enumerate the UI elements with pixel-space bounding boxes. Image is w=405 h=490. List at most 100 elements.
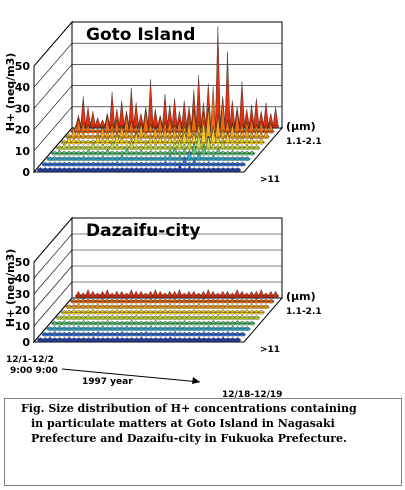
- bar-cone: [157, 309, 164, 313]
- bar-cone: [181, 298, 188, 302]
- bar-cone: [224, 156, 231, 160]
- bar-cone: [176, 161, 183, 165]
- y-tick-label: 20: [15, 124, 31, 137]
- bar-cone: [104, 326, 111, 330]
- bar-cone: [143, 167, 150, 171]
- bar-cone: [85, 331, 92, 335]
- bar-cone: [42, 337, 49, 341]
- bar-cone: [258, 309, 265, 313]
- bar-cone: [70, 337, 78, 341]
- bar-cone: [142, 292, 149, 297]
- bar-cone: [239, 135, 246, 143]
- bar-cone: [162, 143, 169, 149]
- bar-cone: [224, 303, 231, 308]
- bar-cone: [128, 161, 135, 165]
- bar-cone: [94, 320, 102, 324]
- bar-cone: [94, 134, 101, 143]
- bar-cone: [128, 326, 135, 330]
- bar-cone: [94, 309, 101, 313]
- bar-cone: [224, 315, 231, 319]
- bar-cone: [171, 337, 179, 341]
- bar-cone: [215, 161, 222, 165]
- y-tick-label: 40: [15, 81, 31, 94]
- bar-cone: [133, 326, 140, 330]
- bar-cone: [66, 331, 73, 335]
- bar-cone: [104, 315, 111, 319]
- bar-cone: [70, 145, 77, 149]
- bar-cone: [181, 167, 188, 171]
- bar-cone: [89, 315, 97, 319]
- bar-cone: [253, 297, 260, 302]
- y-axis-label-text: H+ (neq/m3): [4, 53, 17, 132]
- bar-cone: [253, 304, 260, 308]
- bar-cone: [56, 320, 63, 324]
- bar-cone: [181, 304, 188, 308]
- bar-cone: [210, 150, 217, 154]
- bar-cone: [123, 129, 130, 138]
- bar-cone: [220, 161, 227, 165]
- bar-cone: [162, 160, 169, 165]
- bar-cone: [219, 315, 227, 319]
- bar-cone: [147, 290, 154, 297]
- bar-cone: [138, 138, 145, 143]
- bar-cone: [128, 331, 135, 335]
- bar-cone: [224, 131, 231, 143]
- bar-cone: [147, 337, 155, 341]
- bar-cone: [229, 149, 236, 154]
- bar-cone: [171, 320, 178, 324]
- bar-cone: [142, 326, 150, 330]
- bar-cone: [262, 304, 270, 308]
- bar-cone: [56, 325, 63, 330]
- gridline-side: [33, 265, 73, 311]
- bar-cone: [152, 289, 159, 297]
- bar-cone: [157, 290, 164, 297]
- bar-cone: [114, 326, 121, 330]
- bar-cone: [152, 326, 159, 330]
- bar-cone: [248, 320, 255, 324]
- bar-cone: [162, 308, 169, 313]
- bar-cone: [147, 309, 154, 313]
- bar-cone: [118, 303, 125, 308]
- bar-cone: [234, 111, 241, 132]
- bar-cone: [51, 330, 58, 335]
- bar-cone: [219, 156, 227, 160]
- bar-cone: [176, 337, 183, 341]
- bar-cone: [181, 326, 188, 330]
- bar-cone: [234, 319, 241, 324]
- bar-cone: [90, 336, 97, 341]
- bar-cone: [56, 149, 63, 154]
- bar-cone: [152, 319, 159, 324]
- bar-cone: [229, 138, 236, 143]
- bar-cone: [196, 167, 203, 171]
- bar-cone: [210, 326, 217, 330]
- bar-cone: [109, 326, 116, 330]
- bar-cone: [46, 326, 54, 330]
- bar-cone: [128, 304, 135, 308]
- bar-cone: [190, 298, 197, 302]
- size-label-fine: 1.1-2.1: [286, 137, 322, 147]
- bar-cone: [114, 308, 121, 313]
- bar-cone: [248, 309, 255, 313]
- bar-cone: [70, 156, 78, 160]
- bar-cone: [104, 319, 111, 324]
- bar-cone: [61, 139, 68, 143]
- bar-cone: [109, 298, 116, 302]
- bar-cone: [89, 290, 96, 297]
- bar-cone: [123, 337, 131, 341]
- bar-cone: [80, 155, 87, 160]
- bar-cone: [123, 139, 130, 143]
- bar-cone: [128, 315, 135, 319]
- bar-cone: [147, 315, 154, 319]
- bar-cone: [89, 308, 97, 313]
- bar-cone: [142, 110, 149, 132]
- bar-cone: [229, 161, 236, 165]
- bar-cone: [243, 326, 251, 330]
- bar-cone: [80, 319, 87, 324]
- bar-cone: [181, 309, 188, 313]
- bar-cone: [243, 320, 251, 324]
- bar-cone: [99, 315, 106, 319]
- bar-cone: [85, 289, 91, 297]
- bar-cone: [167, 136, 173, 143]
- y-tick-label: 10: [15, 145, 31, 158]
